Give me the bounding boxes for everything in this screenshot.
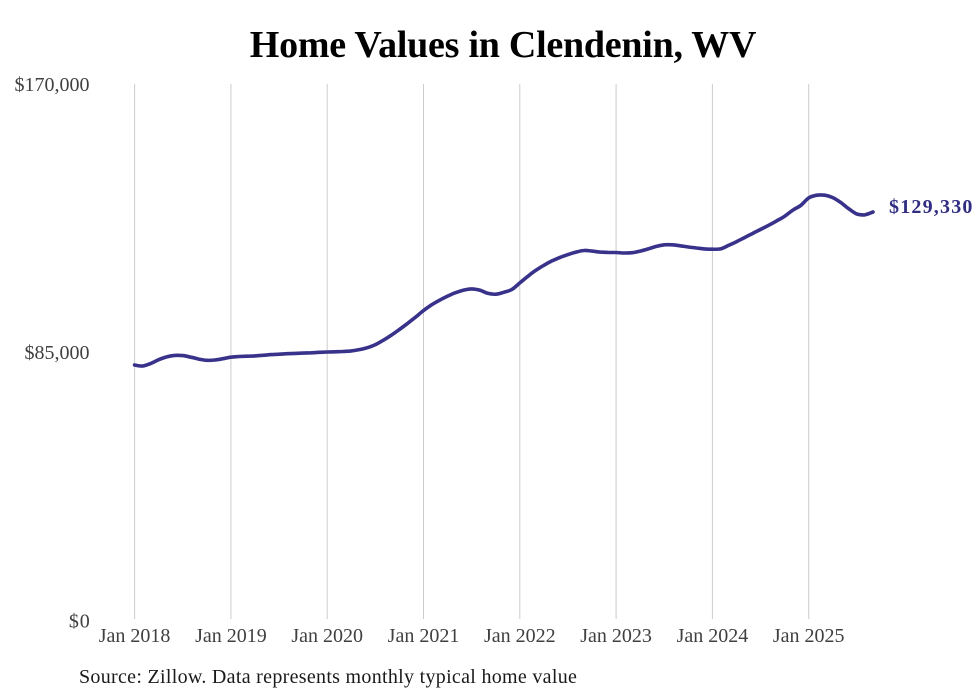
svg-text:Jan 2025: Jan 2025 [773, 625, 845, 647]
svg-text:Jan 2023: Jan 2023 [580, 625, 652, 647]
svg-text:$0: $0 [69, 611, 91, 633]
svg-text:Jan 2024: Jan 2024 [677, 625, 749, 647]
svg-text:Source: Zillow. Data represent: Source: Zillow. Data represents monthly … [79, 666, 577, 688]
svg-text:$85,000: $85,000 [25, 342, 90, 364]
svg-text:Jan 2021: Jan 2021 [388, 625, 460, 647]
svg-text:Home Values in Clendenin, WV: Home Values in Clendenin, WV [250, 24, 757, 66]
svg-text:Jan 2019: Jan 2019 [195, 625, 267, 647]
svg-text:$129,330: $129,330 [889, 196, 974, 218]
svg-text:Jan 2018: Jan 2018 [99, 625, 171, 647]
svg-text:$170,000: $170,000 [15, 74, 90, 96]
svg-text:Jan 2022: Jan 2022 [484, 625, 556, 647]
svg-text:Jan 2020: Jan 2020 [291, 625, 363, 647]
